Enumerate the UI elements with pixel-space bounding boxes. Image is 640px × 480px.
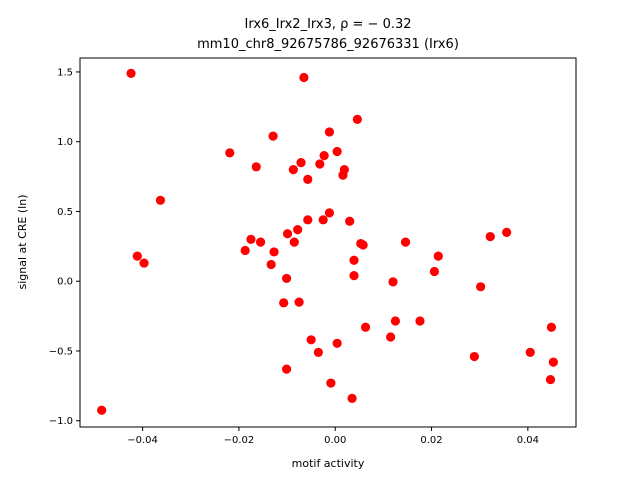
scatter-point xyxy=(319,151,329,161)
scatter-point xyxy=(386,332,396,342)
y-tick-label: −0.5 xyxy=(49,346,73,357)
chart-title-line-1: Irx6_Irx2_Irx3, ρ = − 0.32 xyxy=(244,17,411,32)
x-tick-label: 0.04 xyxy=(517,435,539,446)
scatter-point xyxy=(266,259,276,270)
plot-frame xyxy=(79,57,577,428)
scatter-point xyxy=(299,72,309,83)
scatter-point xyxy=(433,251,443,261)
scatter-point xyxy=(97,405,107,415)
x-tick-label: 0.00 xyxy=(324,435,346,446)
scatter-point xyxy=(268,131,278,141)
scatter-point xyxy=(318,215,328,225)
scatter-point xyxy=(289,237,299,247)
scatter-point xyxy=(338,170,348,180)
scatter-point xyxy=(324,208,335,218)
scatter-point xyxy=(315,159,325,169)
x-axis-label: motif activity xyxy=(292,457,365,470)
scatter-point xyxy=(303,174,313,184)
scatter-point xyxy=(388,277,398,287)
x-tick-label: −0.02 xyxy=(224,435,255,446)
scatter-point xyxy=(281,364,292,374)
scatter-point xyxy=(360,322,371,332)
scatter-point xyxy=(349,271,359,281)
scatter-point xyxy=(240,245,250,256)
scatter-point xyxy=(415,316,425,326)
x-tick-label: 0.02 xyxy=(420,435,442,446)
scatter-point xyxy=(132,251,142,261)
scatter-point xyxy=(476,282,486,292)
scatter-point xyxy=(469,351,479,362)
scatter-point xyxy=(358,240,368,250)
scatter-point xyxy=(139,258,149,268)
scatter-point xyxy=(548,357,558,367)
scatter-point xyxy=(269,247,279,257)
scatter-point xyxy=(332,338,342,348)
scatter-point xyxy=(296,158,306,168)
scatter-point xyxy=(281,273,292,284)
scatter-point xyxy=(246,234,256,244)
scatter-point xyxy=(525,347,535,357)
scatter-point xyxy=(288,165,298,175)
scatter-point xyxy=(279,298,289,308)
y-tick-label: −1.0 xyxy=(49,416,73,427)
scatter-point xyxy=(546,322,557,332)
y-tick-label: 0.0 xyxy=(57,277,73,288)
y-axis-label: signal at CRE (ln) xyxy=(16,195,29,290)
scatter-point xyxy=(282,229,293,239)
scatter-point xyxy=(155,195,166,205)
scatter-point xyxy=(429,266,440,277)
scatter-point xyxy=(251,162,261,172)
scatter-point xyxy=(293,224,303,235)
scatter-point xyxy=(303,215,313,225)
scatter-point xyxy=(390,316,401,326)
scatter-point xyxy=(225,148,235,158)
scatter-point xyxy=(294,297,304,307)
scatter-point xyxy=(332,146,342,157)
scatter-point xyxy=(352,114,362,124)
x-tick-label: −0.04 xyxy=(127,435,158,446)
chart-title-line-2: mm10_chr8_92675786_92676331 (Irx6) xyxy=(197,37,459,52)
scatter-point xyxy=(313,347,323,357)
y-tick-label: 1.0 xyxy=(57,137,73,148)
scatter-point xyxy=(306,335,316,345)
y-axis-ticks: −1.0 −0.5 0.0 0.5 1.0 1.5 xyxy=(49,67,80,427)
y-tick-label: 1.5 xyxy=(57,67,73,78)
scatter-point xyxy=(400,237,411,247)
y-tick-label: 0.5 xyxy=(57,207,73,218)
scatter-point xyxy=(502,227,512,237)
scatter-point xyxy=(347,393,357,404)
data-points xyxy=(97,68,558,415)
scatter-point xyxy=(545,374,556,385)
scatter-point xyxy=(126,68,136,78)
scatter-point xyxy=(349,255,359,265)
scatter-point xyxy=(326,378,336,388)
scatter-point xyxy=(345,216,355,226)
scatter-point xyxy=(255,237,266,247)
scatter-point xyxy=(324,127,335,137)
scatter-point xyxy=(485,231,495,242)
x-axis-ticks: −0.04 −0.02 0.00 0.02 0.04 xyxy=(127,427,539,446)
